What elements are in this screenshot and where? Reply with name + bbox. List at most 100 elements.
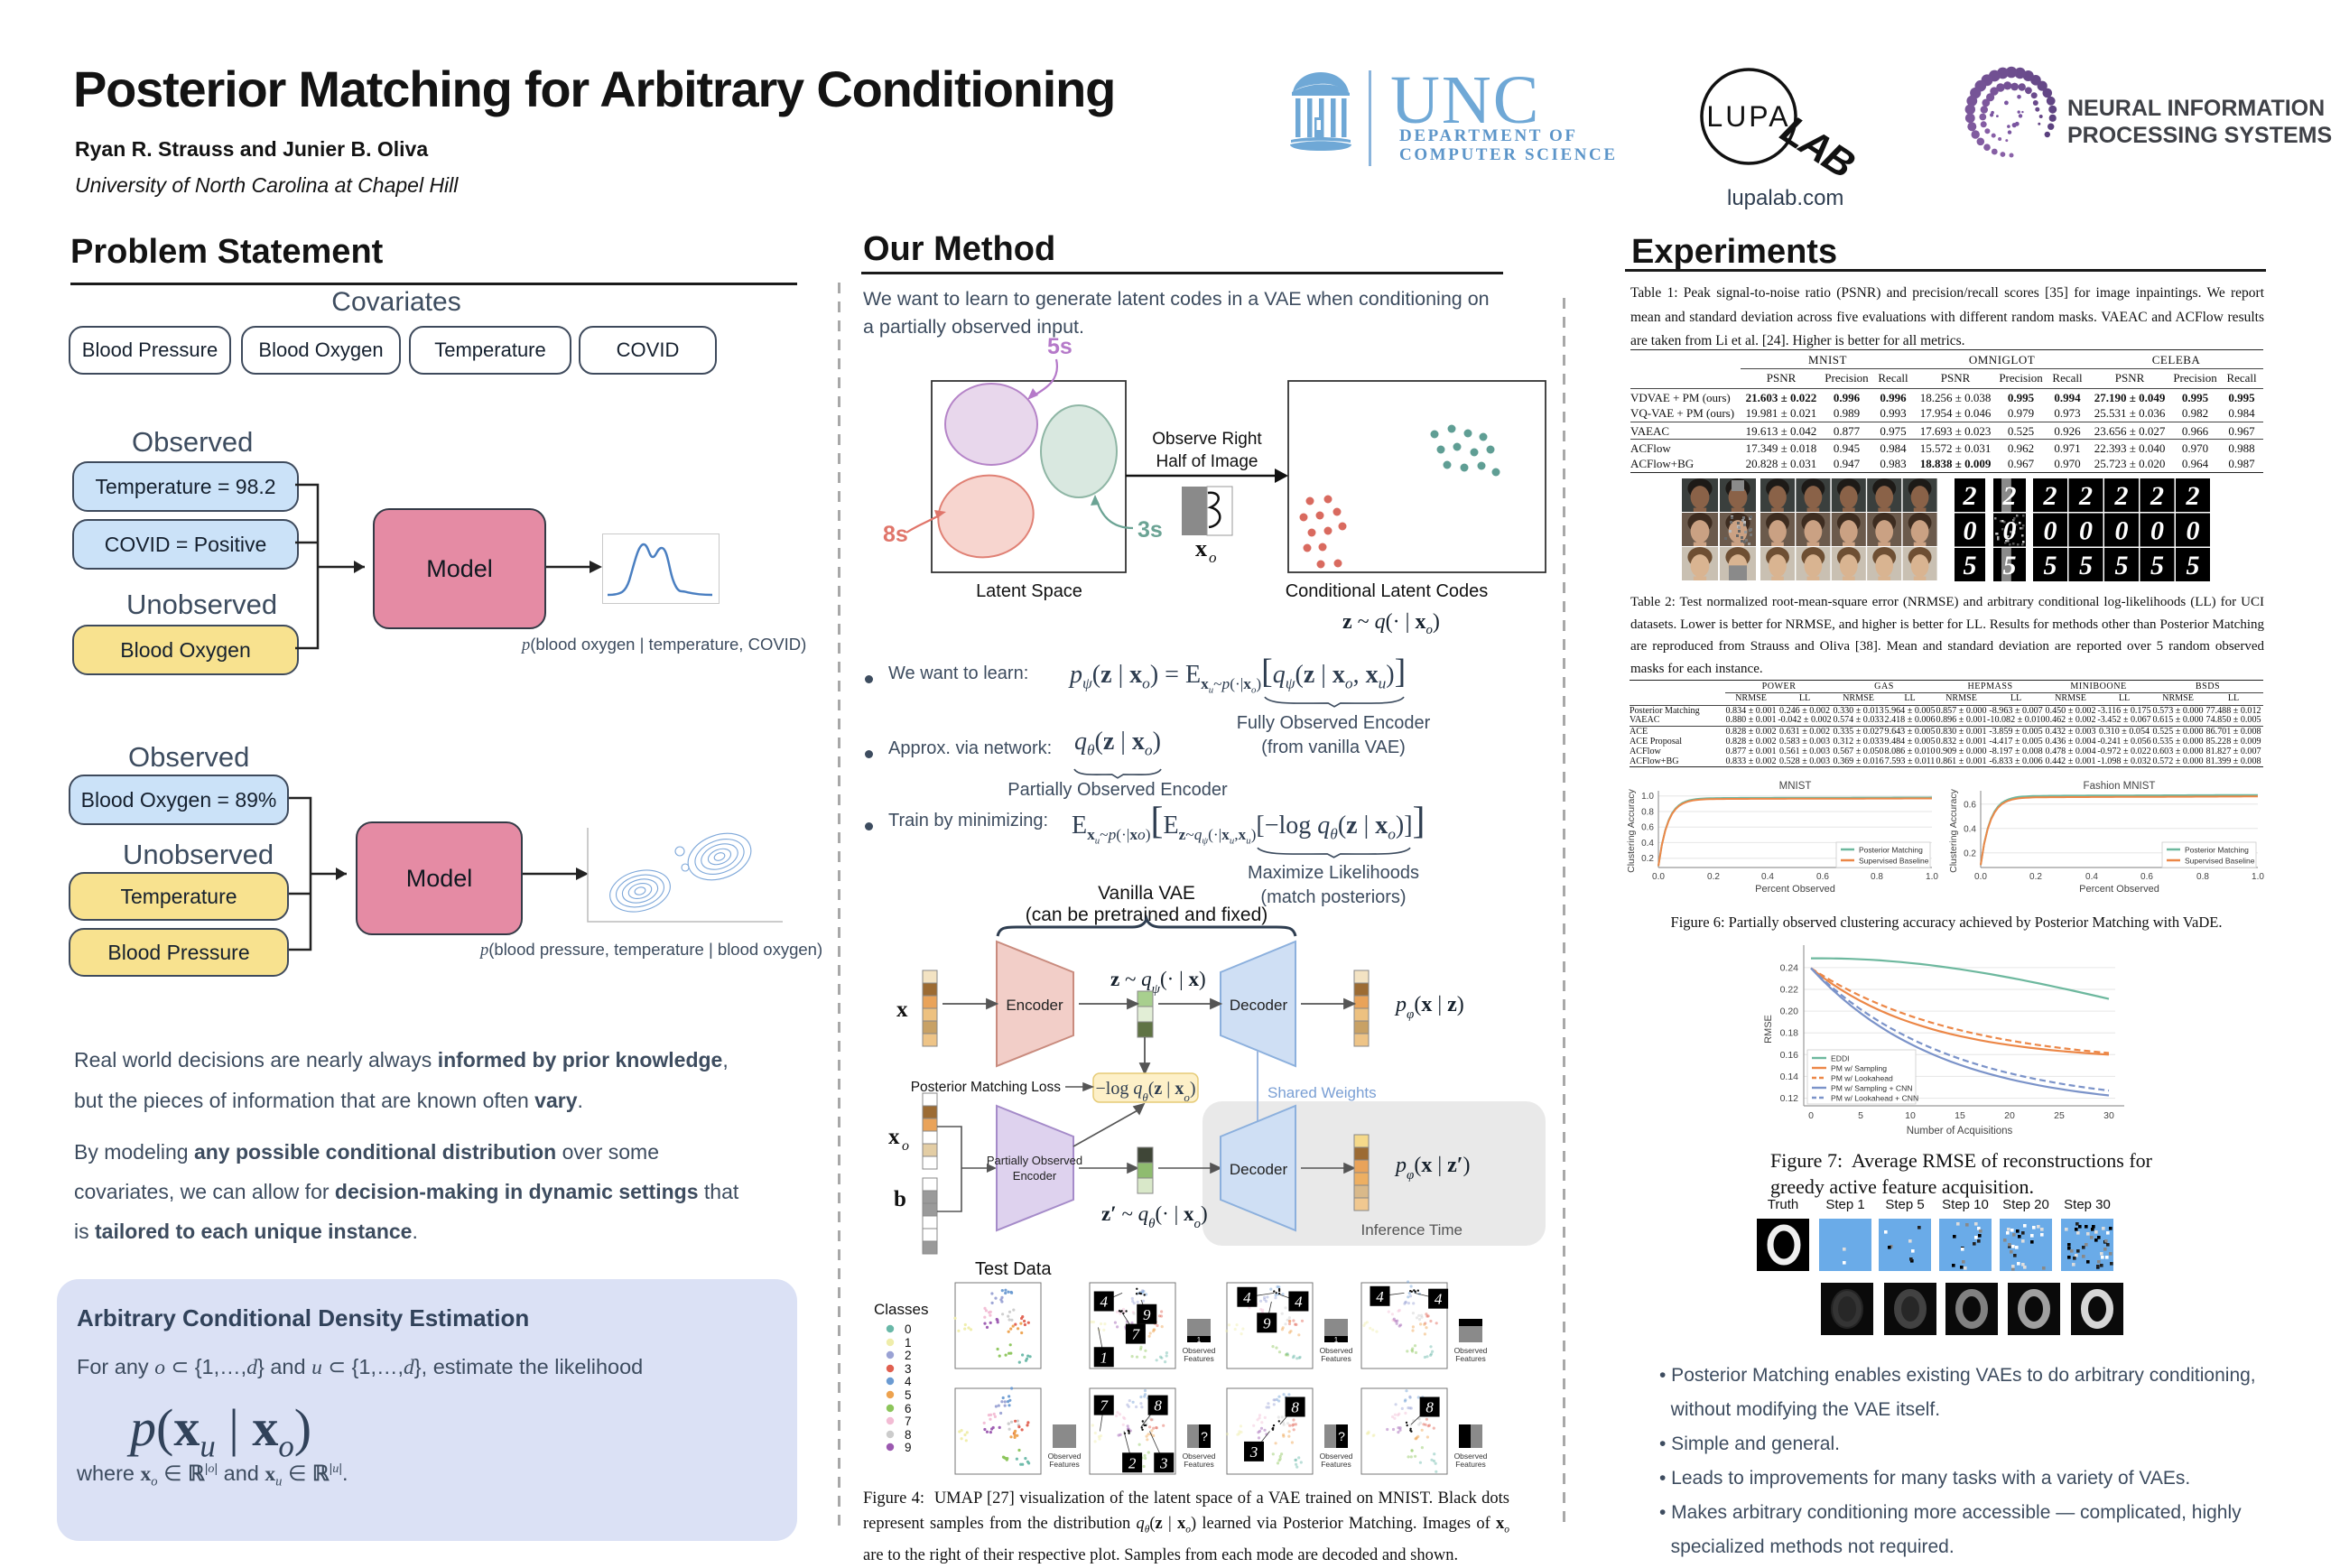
svg-text:3: 3 xyxy=(1249,1443,1258,1461)
svg-text:LUPA: LUPA xyxy=(1706,100,1790,133)
svg-text:1: 1 xyxy=(905,1336,912,1350)
svg-text:8: 8 xyxy=(1154,1397,1162,1415)
svg-text:25: 25 xyxy=(2054,1110,2065,1121)
svg-text:Observed: Observed xyxy=(1320,1452,1353,1461)
svg-text:0.22: 0.22 xyxy=(1780,985,1799,996)
svg-text:Clustering Accuracy: Clustering Accuracy xyxy=(1948,788,1959,873)
svg-text:o: o xyxy=(902,1138,909,1154)
svg-text:0.8: 0.8 xyxy=(1641,808,1654,818)
svg-text:2: 2 xyxy=(2002,481,2017,511)
svg-text:Vanilla VAE: Vanilla VAE xyxy=(1098,883,1195,904)
svg-text:Observed: Observed xyxy=(1183,1452,1216,1461)
svg-text:Features: Features xyxy=(1321,1460,1351,1469)
svg-text:4: 4 xyxy=(1435,1291,1443,1308)
svg-text:PM w/ Lookahead + CNN: PM w/ Lookahead + CNN xyxy=(1831,1094,1918,1103)
svg-text:EDDI: EDDI xyxy=(1831,1054,1850,1063)
svg-text:Shared Weights: Shared Weights xyxy=(1268,1084,1377,1101)
svg-text:8: 8 xyxy=(1425,1399,1434,1416)
svg-text:Encoder: Encoder xyxy=(1006,997,1063,1014)
svg-text:?: ? xyxy=(1338,1429,1345,1443)
svg-text:x: x xyxy=(896,997,908,1022)
svg-text:Observed: Observed xyxy=(1183,1346,1216,1355)
svg-text:1.0: 1.0 xyxy=(1926,872,1938,882)
svg-text:9: 9 xyxy=(1263,1314,1271,1331)
svg-text:0.18: 0.18 xyxy=(1780,1028,1799,1039)
svg-text:2: 2 xyxy=(905,1349,912,1362)
svg-text:Conditional Latent Codes: Conditional Latent Codes xyxy=(1286,581,1489,601)
svg-text:2: 2 xyxy=(2078,481,2093,511)
svg-text:Step 20: Step 20 xyxy=(2002,1197,2049,1212)
svg-text:0.8: 0.8 xyxy=(1871,872,1883,882)
svg-text:0: 0 xyxy=(2044,515,2057,545)
svg-text:0.24: 0.24 xyxy=(1780,962,1799,973)
svg-text:7: 7 xyxy=(1132,1326,1141,1343)
svg-text:Latent Space: Latent Space xyxy=(976,581,1082,601)
svg-text:0.14: 0.14 xyxy=(1780,1072,1799,1082)
svg-text:PM w/ Lookahead: PM w/ Lookahead xyxy=(1831,1074,1893,1083)
svg-text:0.12: 0.12 xyxy=(1780,1093,1799,1104)
svg-text:5: 5 xyxy=(2044,551,2057,580)
svg-text:0.16: 0.16 xyxy=(1780,1050,1799,1061)
svg-text:PM w/ Sampling: PM w/ Sampling xyxy=(1831,1064,1887,1073)
svg-text:9: 9 xyxy=(905,1441,912,1454)
svg-text:Truth: Truth xyxy=(1768,1197,1798,1212)
svg-text:0: 0 xyxy=(1964,515,1977,545)
svg-text:o: o xyxy=(1209,549,1217,566)
svg-text:8: 8 xyxy=(1291,1399,1299,1416)
svg-text:Percent Observed: Percent Observed xyxy=(2079,884,2159,895)
svg-text:0: 0 xyxy=(2187,515,2200,545)
svg-text:x: x xyxy=(1195,535,1207,561)
svg-text:0.0: 0.0 xyxy=(1652,872,1665,882)
svg-text:Features: Features xyxy=(1049,1460,1080,1469)
svg-text:2: 2 xyxy=(1963,481,1977,511)
svg-text:Features: Features xyxy=(1184,1460,1214,1469)
svg-text:b: b xyxy=(894,1187,906,1211)
svg-text:8s: 8s xyxy=(883,522,908,547)
svg-text:1: 1 xyxy=(1197,1336,1202,1344)
svg-text:Posterior Matching: Posterior Matching xyxy=(1859,846,1923,855)
svg-text:Step 10: Step 10 xyxy=(1942,1197,1989,1212)
svg-text:0.0: 0.0 xyxy=(1974,872,1987,882)
svg-text:?: ? xyxy=(1201,1429,1208,1443)
svg-text:Supervised Baseline: Supervised Baseline xyxy=(2185,857,2255,866)
svg-text:20: 20 xyxy=(2004,1110,2015,1121)
svg-text:9: 9 xyxy=(1143,1306,1151,1323)
svg-text:Test Data: Test Data xyxy=(975,1259,1052,1279)
svg-text:0: 0 xyxy=(2115,515,2129,545)
svg-text:5: 5 xyxy=(2003,551,2017,580)
svg-text:4: 4 xyxy=(1243,1289,1251,1306)
svg-text:Features: Features xyxy=(1455,1354,1486,1363)
svg-text:Observed: Observed xyxy=(1320,1346,1353,1355)
svg-text:Decoder: Decoder xyxy=(1230,1161,1288,1178)
svg-text:3s: 3s xyxy=(1138,517,1163,543)
svg-text:Observed: Observed xyxy=(1454,1346,1488,1355)
svg-text:0.2: 0.2 xyxy=(1641,854,1654,864)
svg-text:z ~ qψ(· | x): z ~ qψ(· | x) xyxy=(1110,968,1206,997)
svg-text:pφ(x | z): pφ(x | z) xyxy=(1394,993,1464,1022)
svg-text:Supervised Baseline: Supervised Baseline xyxy=(1859,857,1929,866)
svg-text:Decoder: Decoder xyxy=(1230,997,1288,1014)
svg-text:Posterior Matching: Posterior Matching xyxy=(2185,846,2249,855)
svg-text:RMSE: RMSE xyxy=(1763,1015,1774,1044)
svg-text:Clustering Accuracy: Clustering Accuracy xyxy=(1626,788,1637,873)
svg-text:Observed: Observed xyxy=(1454,1452,1488,1461)
svg-text:Classes: Classes xyxy=(874,1301,928,1318)
svg-text:0.6: 0.6 xyxy=(1964,800,1976,810)
svg-text:0.20: 0.20 xyxy=(1780,1007,1799,1017)
svg-text:Number of Acquisitions: Number of Acquisitions xyxy=(1907,1126,2013,1137)
svg-text:2: 2 xyxy=(2043,481,2057,511)
svg-text:MNIST: MNIST xyxy=(1779,781,1812,792)
svg-text:2: 2 xyxy=(2186,481,2200,511)
svg-text:5s: 5s xyxy=(1047,334,1072,359)
svg-text:Step 5: Step 5 xyxy=(1885,1197,1924,1212)
svg-text:0: 0 xyxy=(905,1322,912,1336)
svg-text:6: 6 xyxy=(905,1402,912,1415)
svg-text:1: 1 xyxy=(1100,1349,1109,1366)
svg-text:0.4: 0.4 xyxy=(2085,872,2098,882)
svg-text:5: 5 xyxy=(1858,1110,1863,1121)
svg-text:Features: Features xyxy=(1184,1354,1214,1363)
svg-text:1.0: 1.0 xyxy=(2252,872,2264,882)
svg-text:3: 3 xyxy=(905,1362,912,1376)
svg-text:5: 5 xyxy=(2079,551,2093,580)
svg-text:Encoder: Encoder xyxy=(1013,1169,1057,1183)
